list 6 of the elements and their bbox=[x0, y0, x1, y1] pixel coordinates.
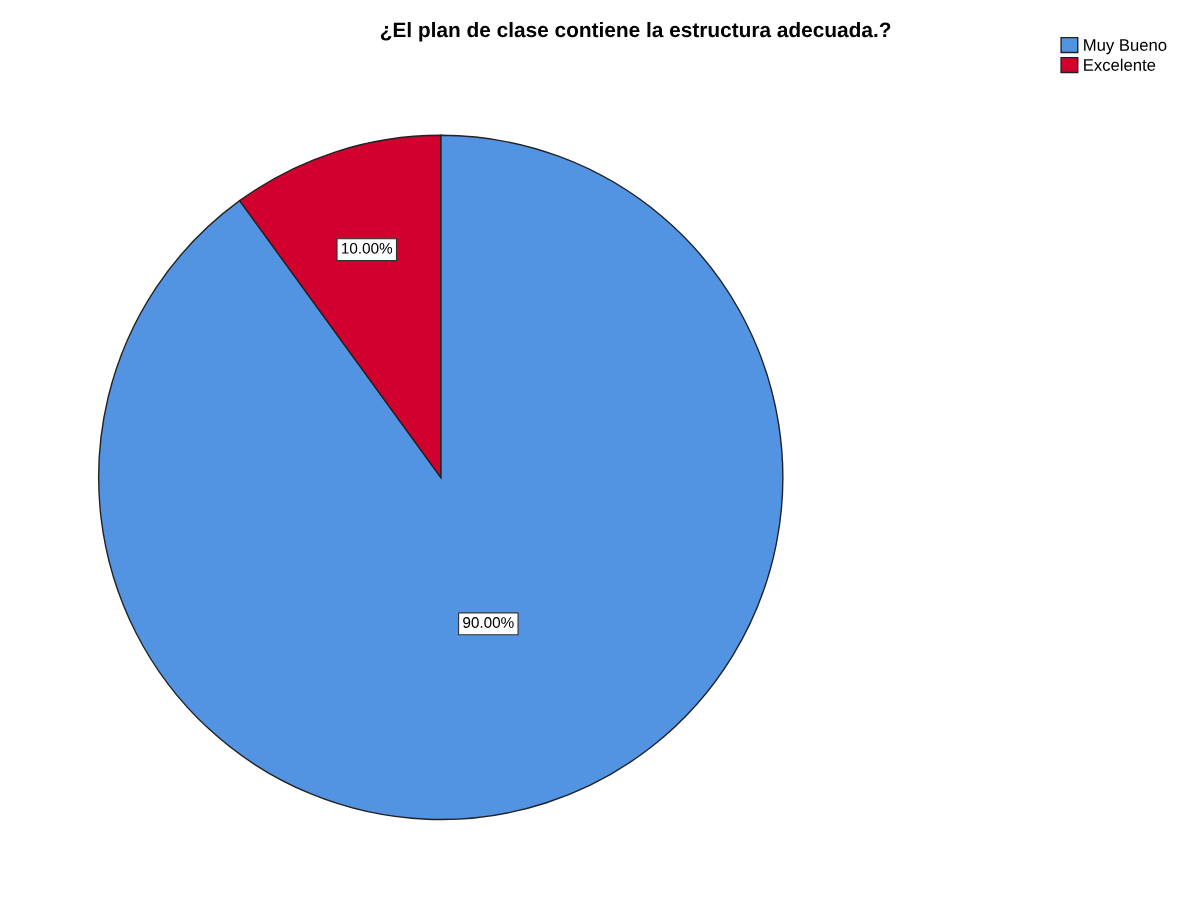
data-label: 10.00% bbox=[342, 242, 393, 254]
data-label: 90.00% bbox=[463, 617, 514, 628]
pie-slice bbox=[97, 134, 784, 821]
legend-label: Muy Bueno bbox=[1084, 39, 1167, 55]
chart-title: ¿El plan de clase contiene la estructura adecuada.? bbox=[380, 21, 891, 42]
legend-label: Excelente bbox=[1084, 58, 1156, 71]
